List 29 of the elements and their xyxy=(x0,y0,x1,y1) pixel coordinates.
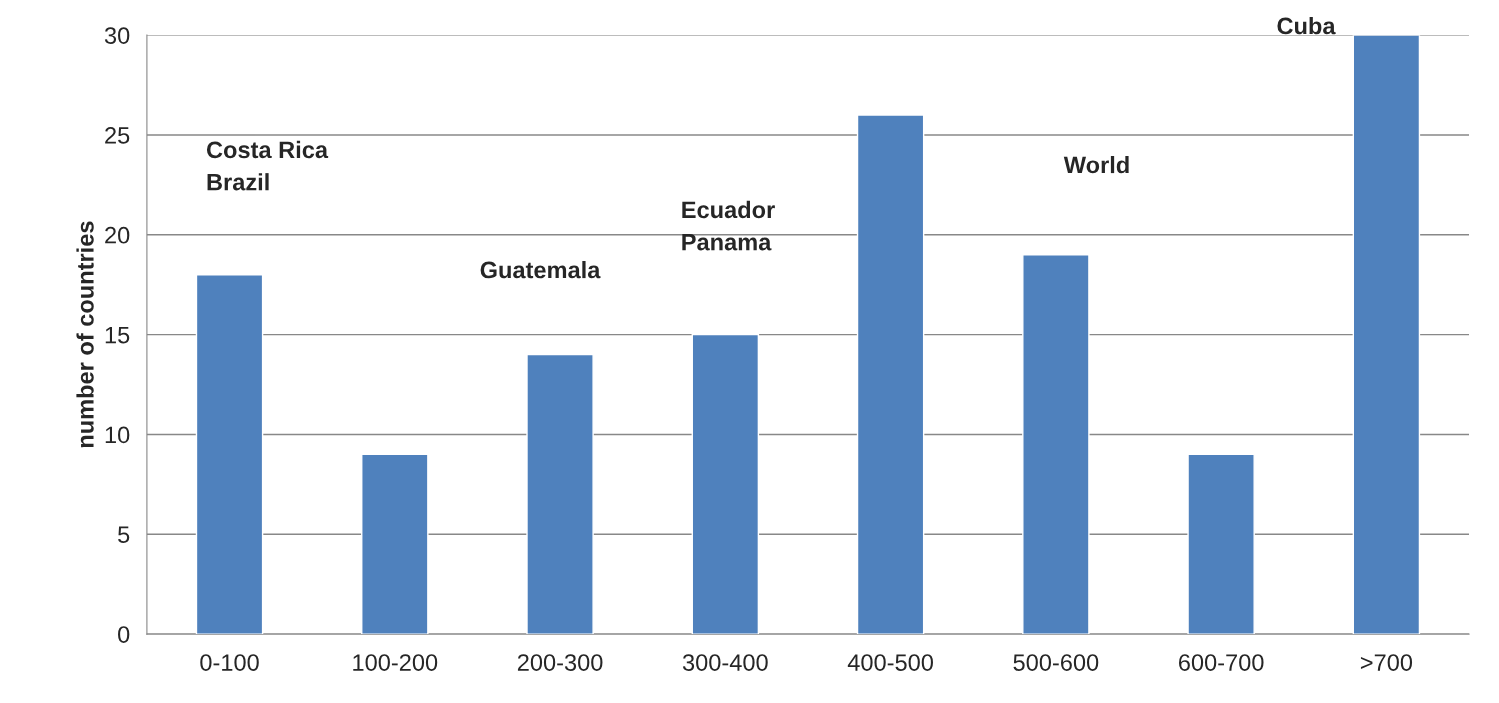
annotation: World xyxy=(1063,156,1129,174)
annotation: Guatemala xyxy=(480,261,601,279)
bar xyxy=(1022,254,1090,635)
annotation: Ecuador Panama xyxy=(682,200,775,251)
y-axis-title: number of countries xyxy=(76,221,94,448)
y-tick-label: 25 xyxy=(105,127,130,144)
x-tick-label: 0-100 xyxy=(200,654,259,671)
x-tick-label: 600-700 xyxy=(1179,654,1264,671)
bar xyxy=(856,114,925,635)
y-tick-label: 5 xyxy=(118,526,130,544)
bar xyxy=(361,453,429,635)
x-tick-label: 100-200 xyxy=(353,654,438,671)
y-tick-label: 10 xyxy=(105,426,130,444)
text: Cuba xyxy=(1277,17,1336,35)
y-tick-label: 15 xyxy=(105,326,130,344)
y-tick-label: 20 xyxy=(105,226,130,244)
bar xyxy=(195,274,264,635)
y-tick-label: 0 xyxy=(118,626,130,643)
bar xyxy=(526,353,594,635)
bar xyxy=(691,333,760,635)
x-tick-label: 200-300 xyxy=(517,654,603,671)
x-tick-label: >700 xyxy=(1360,654,1413,671)
y-tick-label: 30 xyxy=(104,27,130,44)
x-tick-label: 500-600 xyxy=(1013,654,1099,671)
annotation: Costa Rica Brazil xyxy=(206,140,329,191)
x-tick-label: 400-500 xyxy=(847,654,933,671)
x-tick-label: 300-400 xyxy=(682,654,768,671)
bar xyxy=(1187,453,1255,635)
bar xyxy=(1352,35,1421,635)
